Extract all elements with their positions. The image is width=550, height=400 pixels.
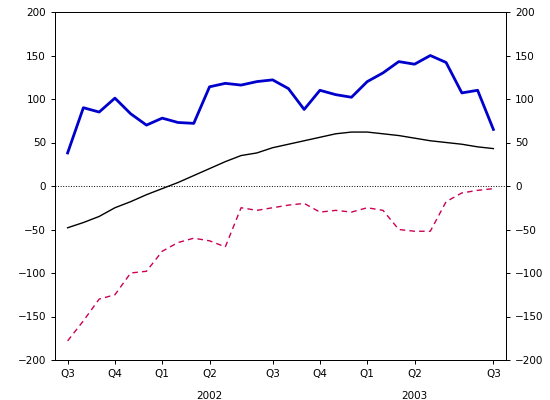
Text: 2003: 2003 (402, 391, 428, 400)
Text: 2002: 2002 (196, 391, 223, 400)
